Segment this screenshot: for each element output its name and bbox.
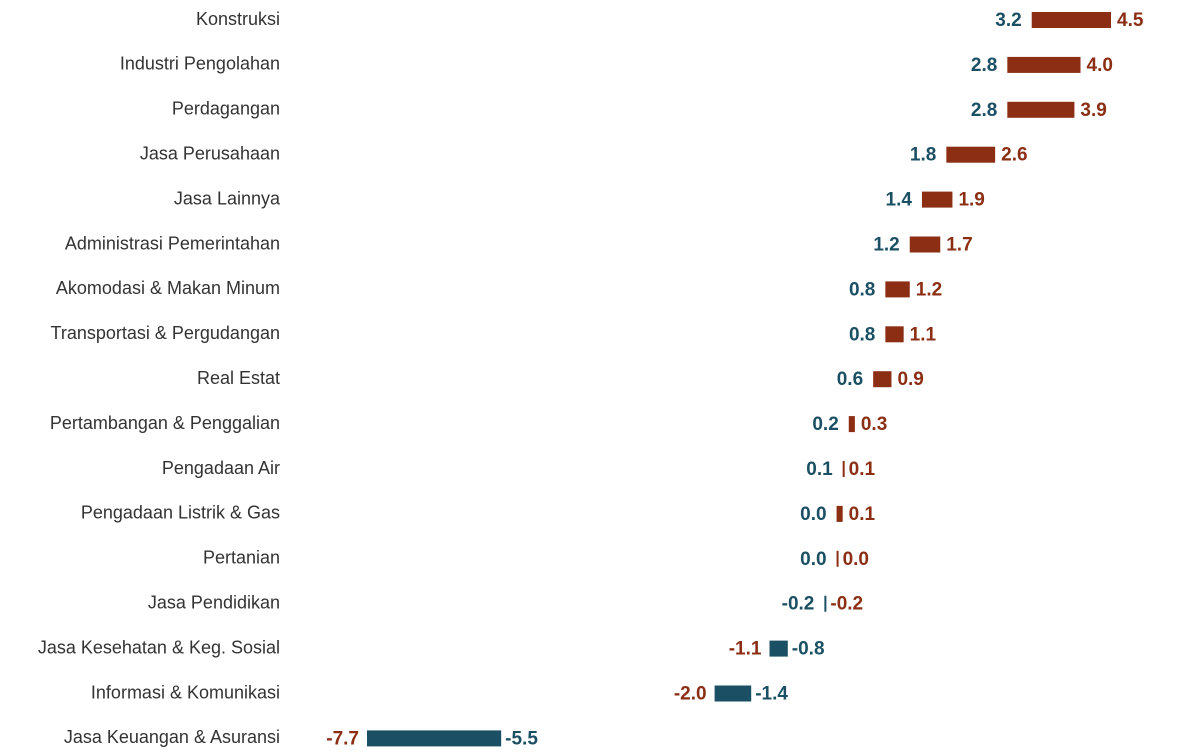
value-label: 0.0 bbox=[800, 549, 826, 570]
category-label: Jasa Pendidikan bbox=[148, 592, 280, 612]
value-label: 0.2 bbox=[812, 414, 838, 435]
range-bar bbox=[1031, 12, 1111, 28]
value-label: 0.0 bbox=[800, 504, 826, 525]
range-bar bbox=[842, 461, 845, 477]
range-bar bbox=[885, 281, 910, 298]
category-label: Jasa Perusahaan bbox=[140, 143, 280, 163]
value-label: 1.4 bbox=[886, 190, 913, 211]
value-label: -0.2 bbox=[782, 594, 815, 615]
value-label: 0.9 bbox=[897, 369, 923, 390]
category-label: Pengadaan Air bbox=[162, 458, 280, 478]
range-bar bbox=[909, 236, 941, 253]
value-label: 2.8 bbox=[971, 55, 997, 76]
value-label: 0.1 bbox=[849, 504, 876, 525]
value-label: -5.5 bbox=[505, 728, 538, 749]
range-bar bbox=[367, 730, 502, 747]
category-label: Pertanian bbox=[203, 548, 280, 568]
value-label: 1.9 bbox=[958, 190, 984, 211]
category-label: Jasa Lainnya bbox=[174, 188, 281, 208]
value-label: 4.0 bbox=[1087, 55, 1113, 76]
value-label: -7.7 bbox=[326, 728, 359, 749]
category-label: Jasa Keuangan & Asuransi bbox=[64, 727, 280, 747]
range-bar bbox=[836, 505, 843, 522]
value-label: -0.8 bbox=[792, 639, 825, 660]
value-label: -1.1 bbox=[729, 639, 762, 660]
range-bar bbox=[1007, 101, 1075, 118]
range-bar bbox=[873, 371, 892, 388]
value-label: 0.6 bbox=[837, 369, 863, 390]
category-label: Perdagangan bbox=[172, 99, 280, 119]
value-label: -2.0 bbox=[674, 684, 707, 705]
value-label: 4.5 bbox=[1117, 10, 1144, 31]
range-bar bbox=[921, 191, 953, 208]
value-label: 1.1 bbox=[910, 324, 937, 345]
value-label: -0.2 bbox=[830, 594, 863, 615]
value-label: 0.0 bbox=[843, 549, 869, 570]
category-label: Industri Pengolahan bbox=[120, 54, 280, 74]
value-label: 0.1 bbox=[806, 459, 833, 480]
range-bar bbox=[848, 416, 855, 433]
category-label: Pertambangan & Penggalian bbox=[50, 413, 280, 433]
category-label: Konstruksi bbox=[196, 9, 280, 29]
range-bar bbox=[946, 146, 996, 163]
value-label: 3.9 bbox=[1080, 100, 1106, 121]
value-label: 1.7 bbox=[946, 235, 972, 256]
value-label: -1.4 bbox=[755, 684, 788, 705]
range-bar bbox=[769, 640, 788, 657]
category-label: Jasa Kesehatan & Keg. Sosial bbox=[38, 637, 280, 657]
range-bar bbox=[1007, 56, 1081, 73]
value-label: 0.8 bbox=[849, 324, 875, 345]
range-bar bbox=[836, 550, 839, 567]
value-label: 0.1 bbox=[849, 459, 876, 480]
category-label: Pengadaan Listrik & Gas bbox=[81, 503, 280, 523]
category-label: Informasi & Komunikasi bbox=[91, 682, 280, 702]
category-label: Akomodasi & Makan Minum bbox=[56, 278, 280, 298]
value-label: 2.8 bbox=[971, 100, 997, 121]
category-label: Transportasi & Pergudangan bbox=[51, 323, 280, 343]
value-label: 2.6 bbox=[1001, 145, 1027, 166]
range-bar bbox=[714, 685, 752, 702]
value-label: 1.2 bbox=[916, 279, 942, 300]
category-label: Administrasi Pemerintahan bbox=[65, 233, 280, 253]
range-bar bbox=[885, 326, 904, 343]
range-bar bbox=[824, 595, 827, 612]
value-label: 3.2 bbox=[995, 10, 1021, 31]
value-label: 0.3 bbox=[861, 414, 887, 435]
value-label: 0.8 bbox=[849, 279, 875, 300]
value-label: 1.8 bbox=[910, 145, 936, 166]
value-label: 1.2 bbox=[873, 235, 899, 256]
category-label: Real Estat bbox=[197, 368, 280, 388]
